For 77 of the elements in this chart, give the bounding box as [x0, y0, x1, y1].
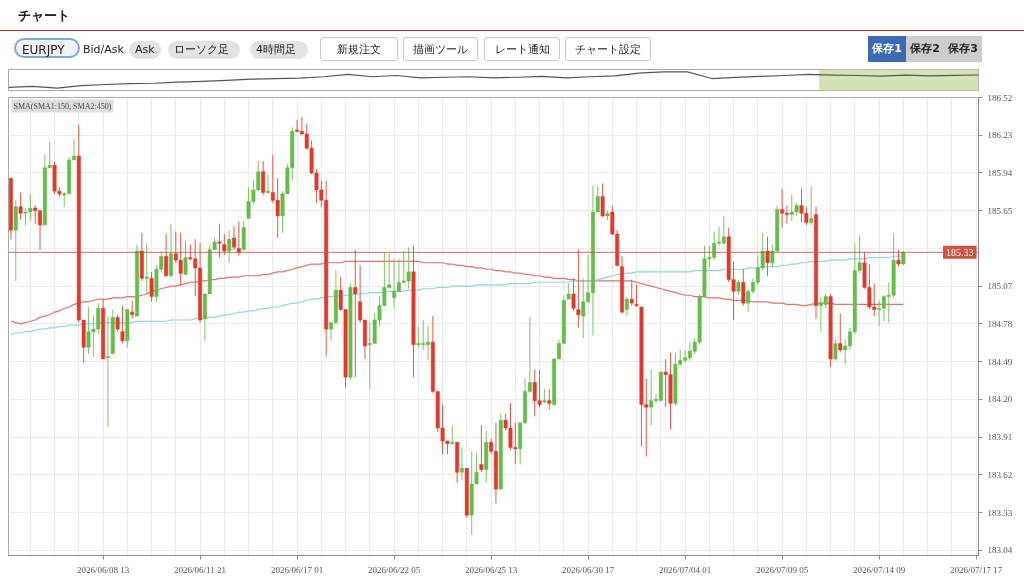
candlestick — [295, 119, 300, 134]
candlestick — [169, 223, 173, 278]
text: 保存1 — [868, 36, 906, 62]
y-tick-label: 183.33 — [987, 507, 1013, 518]
text: レート通知 — [484, 37, 560, 61]
y-tick-label: 183.91 — [987, 432, 1013, 443]
candlestick — [780, 188, 785, 229]
y-tick-label: 186.23 — [987, 130, 1013, 141]
x-tick-label: 2026/06/22 05 — [367, 564, 421, 575]
candlestick — [450, 424, 455, 446]
candlestick — [164, 233, 169, 278]
candlestick — [460, 447, 464, 481]
x-tick-label: 2026/06/25 13 — [464, 564, 518, 575]
x-tick-label: 2026/07/09 05 — [755, 564, 809, 575]
candlestick — [222, 233, 227, 256]
x-tick-label: 2026/06/11 21 — [174, 564, 227, 575]
candlestick — [266, 173, 270, 195]
candlestick — [809, 185, 814, 226]
text: 描画ツール — [403, 37, 478, 61]
text: ローソク足 — [168, 41, 240, 59]
annotation: SMA(SMA1:150, SMA2:450) — [13, 101, 112, 111]
text: Bid/Ask — [83, 42, 124, 58]
text: Ask — [129, 41, 161, 59]
x-tick-label: 2026/07/04 01 — [658, 564, 712, 575]
candlestick — [634, 284, 639, 308]
candlestick — [241, 220, 246, 251]
candlestick — [144, 242, 149, 295]
candlestick — [261, 160, 266, 196]
y-tick-label: 185.65 — [987, 205, 1013, 216]
text: 新規注文 — [320, 37, 398, 61]
chart-title: チャート — [18, 7, 70, 25]
candlestick — [547, 388, 552, 411]
candlestick — [784, 204, 789, 225]
candlestick — [353, 249, 358, 378]
x-tick-label: 2026/06/30 17 — [561, 564, 615, 575]
y-tick-label: 186.52 — [987, 92, 1013, 103]
candlestick — [838, 312, 843, 354]
text: チャート設定 — [565, 37, 651, 61]
y-tick-label: 185.07 — [987, 281, 1013, 292]
line-series — [10, 260, 904, 325]
x-tick-label: 2026/07/17 17 — [949, 564, 1003, 575]
candlestick — [232, 225, 236, 251]
y-tick-label: 183.62 — [987, 469, 1013, 480]
candlestick — [741, 268, 746, 307]
text: 4時間足 — [250, 41, 308, 59]
candlestick — [600, 182, 605, 218]
candlestick — [217, 223, 222, 259]
candlestick — [149, 271, 154, 303]
candlestick — [236, 220, 241, 257]
candlestick — [130, 299, 135, 320]
y-tick-label: 184.49 — [987, 356, 1013, 367]
candlestick — [649, 368, 654, 426]
candlestick — [18, 191, 23, 221]
candlestick — [721, 215, 726, 246]
y-tick-label: 185.94 — [987, 167, 1013, 178]
candlestick — [13, 199, 18, 282]
candlestick — [227, 229, 232, 264]
candlestick — [765, 236, 770, 277]
candlestick — [571, 277, 576, 312]
candlestick — [629, 279, 634, 307]
candlestick — [120, 305, 125, 344]
x-tick-label: 2026/06/08 13 — [76, 564, 130, 575]
candlestick — [624, 296, 629, 317]
candlestick — [576, 249, 581, 329]
candlestick — [33, 204, 38, 225]
text: 保存2 — [906, 36, 944, 62]
candlestick — [877, 299, 882, 327]
x-tick-label: 2026/07/14 09 — [852, 564, 906, 575]
text: EURJPY — [14, 38, 80, 58]
y-tick-label: 184.78 — [987, 318, 1013, 329]
y-tick-label: 184.20 — [987, 394, 1013, 405]
y-tick-label: 183.04 — [987, 545, 1013, 556]
candlestick — [183, 240, 188, 275]
x-tick-label: 2026/06/17 01 — [270, 564, 324, 575]
text: 保存3 — [944, 36, 982, 62]
ref-line-label: 185.33 — [946, 246, 974, 258]
candlestick — [479, 424, 484, 473]
